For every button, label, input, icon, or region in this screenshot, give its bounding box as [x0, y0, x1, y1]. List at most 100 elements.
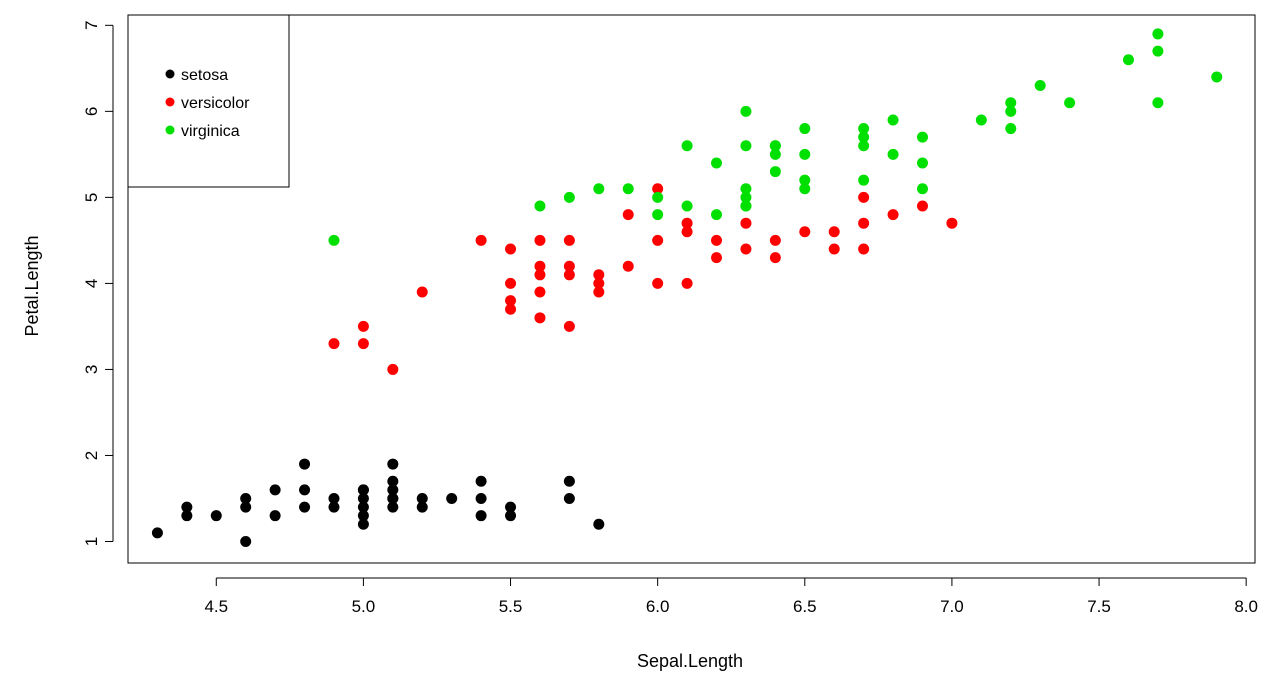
- plot-frame: [127, 14, 1256, 564]
- data-point-setosa: [357, 492, 369, 504]
- data-point-setosa: [505, 510, 517, 522]
- data-point-versicolor: [681, 226, 693, 238]
- data-point-setosa: [387, 475, 399, 487]
- data-point-setosa: [387, 484, 399, 496]
- data-point-setosa: [505, 501, 517, 513]
- data-point-versicolor: [563, 320, 575, 332]
- data-point-versicolor: [769, 252, 781, 264]
- data-point-virginica: [916, 131, 928, 143]
- x-tick-label: 6.0: [646, 597, 670, 616]
- data-point-versicolor: [652, 277, 664, 289]
- data-point-virginica: [916, 183, 928, 195]
- data-point-setosa: [563, 475, 575, 487]
- y-tick-label: 3: [82, 365, 101, 374]
- data-point-virginica: [740, 191, 752, 203]
- data-point-virginica: [799, 183, 811, 195]
- data-point-virginica: [799, 123, 811, 135]
- data-point-virginica: [887, 114, 899, 126]
- data-point-virginica: [858, 140, 870, 152]
- data-point-versicolor: [652, 234, 664, 246]
- data-point-virginica: [1152, 45, 1164, 57]
- data-point-virginica: [799, 148, 811, 160]
- data-point-versicolor: [593, 286, 605, 298]
- x-tick-label: 5.5: [499, 597, 523, 616]
- data-point-virginica: [328, 234, 340, 246]
- data-point-virginica: [916, 157, 928, 169]
- data-point-virginica: [534, 200, 546, 212]
- data-point-setosa: [328, 501, 340, 513]
- y-tick-label: 5: [82, 193, 101, 202]
- data-point-versicolor: [534, 234, 546, 246]
- data-point-versicolor: [505, 243, 517, 255]
- data-point-versicolor: [622, 209, 634, 221]
- data-point-versicolor: [681, 217, 693, 229]
- data-point-setosa: [357, 501, 369, 513]
- data-point-setosa: [210, 510, 222, 522]
- y-tick-label: 1: [82, 537, 101, 546]
- data-point-virginica: [769, 140, 781, 152]
- data-point-virginica: [711, 209, 723, 221]
- data-point-virginica: [652, 209, 664, 221]
- data-point-virginica: [740, 183, 752, 195]
- data-point-virginica: [769, 148, 781, 160]
- x-tick-label: 4.5: [204, 597, 228, 616]
- series-virginica: [328, 28, 1223, 246]
- data-point-versicolor: [534, 269, 546, 281]
- data-point-versicolor: [828, 226, 840, 238]
- data-point-versicolor: [387, 363, 399, 375]
- data-point-virginica: [858, 174, 870, 186]
- data-point-setosa: [563, 492, 575, 504]
- legend-label-versicolor: versicolor: [181, 95, 250, 112]
- data-point-virginica: [563, 191, 575, 203]
- data-point-versicolor: [563, 269, 575, 281]
- data-point-virginica: [1005, 97, 1017, 109]
- data-point-setosa: [299, 484, 311, 496]
- data-point-versicolor: [828, 243, 840, 255]
- x-tick-label: 6.5: [793, 597, 817, 616]
- data-point-versicolor: [416, 286, 428, 298]
- legend: setosa versicolor virginica: [127, 14, 290, 188]
- data-point-setosa: [416, 501, 428, 513]
- data-point-versicolor: [534, 312, 546, 324]
- x-tick-label: 7.0: [940, 597, 964, 616]
- data-point-virginica: [1064, 97, 1076, 109]
- legend-label-setosa: setosa: [181, 67, 228, 84]
- data-point-setosa: [269, 510, 281, 522]
- data-point-virginica: [681, 200, 693, 212]
- data-point-versicolor: [652, 183, 664, 195]
- data-point-versicolor: [858, 191, 870, 203]
- y-tick-label: 4: [82, 279, 101, 288]
- data-point-setosa: [181, 501, 193, 513]
- data-point-virginica: [1005, 105, 1017, 117]
- data-point-virginica: [593, 183, 605, 195]
- data-point-versicolor: [622, 260, 634, 272]
- data-point-versicolor: [887, 209, 899, 221]
- x-tick-label: 7.5: [1087, 597, 1111, 616]
- y-axis-title: Petal.Length: [22, 235, 42, 336]
- data-point-virginica: [711, 157, 723, 169]
- data-point-versicolor: [357, 320, 369, 332]
- x-tick-label: 5.0: [352, 597, 376, 616]
- data-point-setosa: [151, 527, 163, 539]
- data-point-versicolor: [740, 217, 752, 229]
- y-tick-label: 7: [82, 21, 101, 30]
- data-point-virginica: [1122, 54, 1134, 66]
- data-point-virginica: [740, 140, 752, 152]
- y-tick-label: 6: [82, 107, 101, 116]
- data-point-virginica: [740, 200, 752, 212]
- data-point-virginica: [858, 131, 870, 143]
- data-point-versicolor: [505, 303, 517, 315]
- data-point-versicolor: [505, 277, 517, 289]
- data-point-virginica: [1211, 71, 1223, 83]
- data-point-virginica: [858, 123, 870, 135]
- data-point-setosa: [357, 518, 369, 530]
- data-point-virginica: [1034, 80, 1046, 92]
- x-axis-title: Sepal.Length: [637, 651, 743, 671]
- data-point-setosa: [387, 458, 399, 470]
- legend-marker-virginica: [165, 125, 175, 135]
- data-point-versicolor: [740, 243, 752, 255]
- data-point-versicolor: [858, 217, 870, 229]
- data-point-versicolor: [328, 338, 340, 350]
- data-point-setosa: [299, 501, 311, 513]
